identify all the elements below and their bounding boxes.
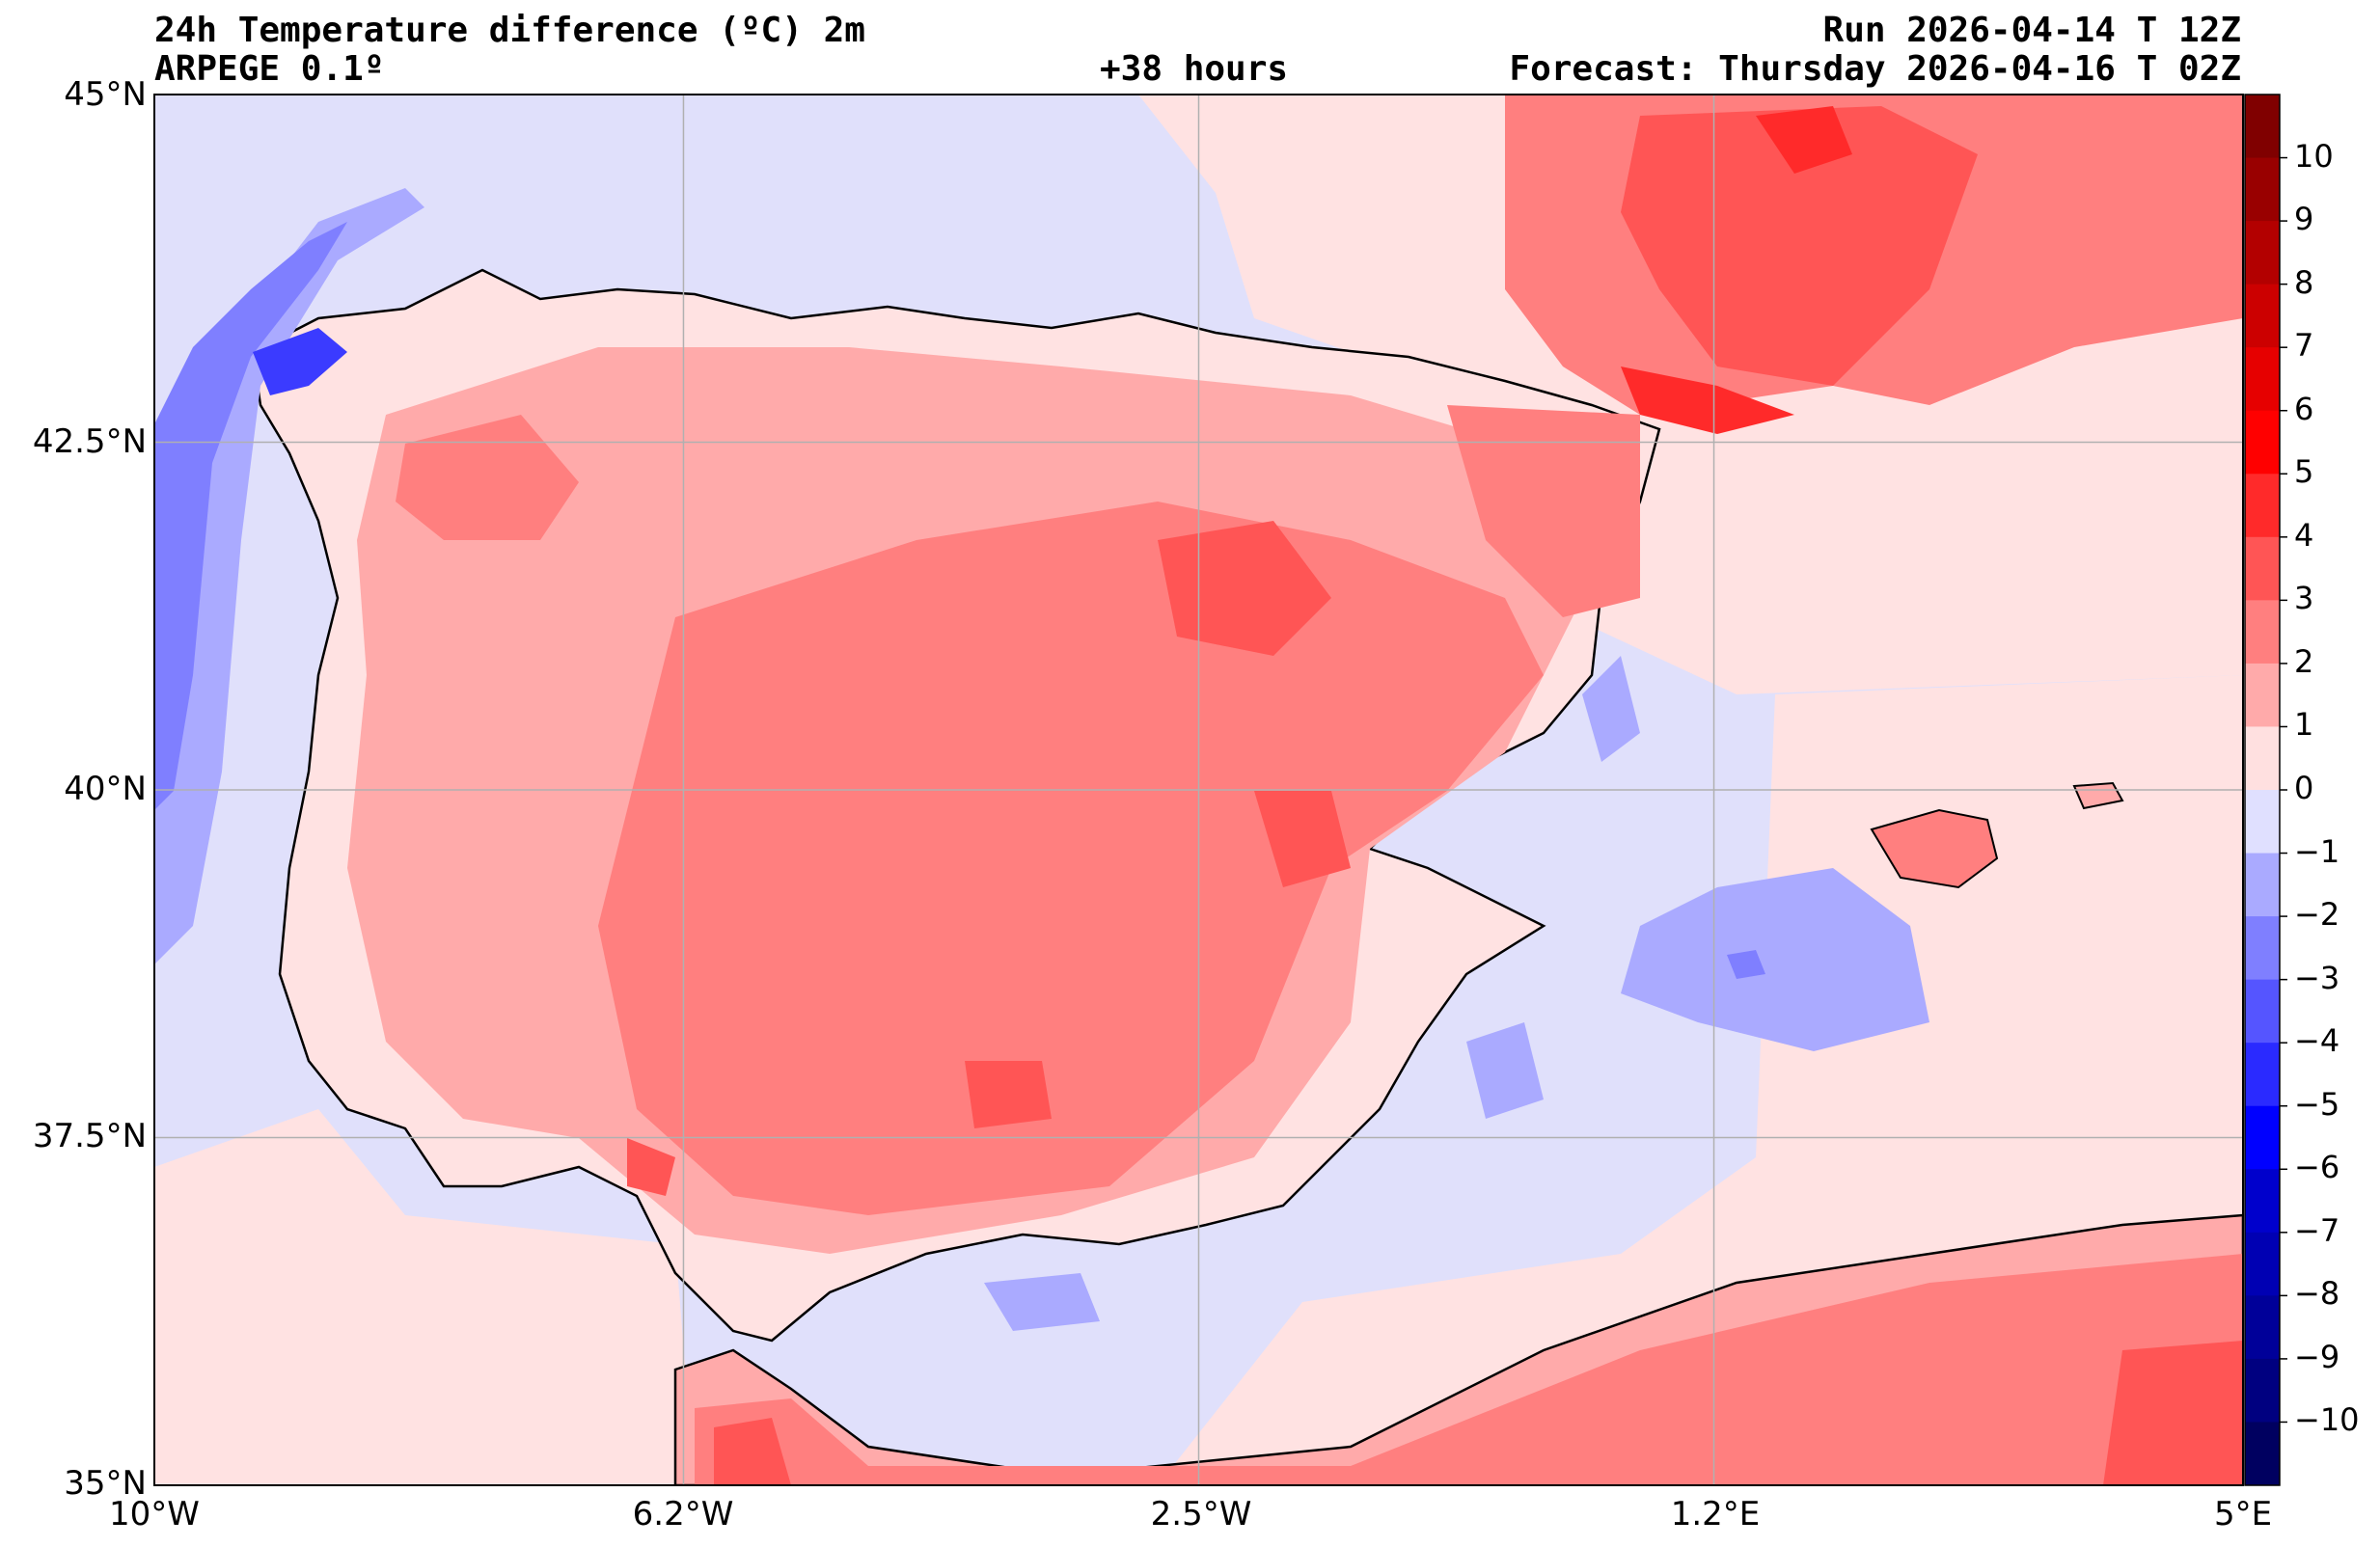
colorbar-label: −9: [2294, 1338, 2340, 1375]
lon-tick-2-5w: 2.5°W: [1150, 1495, 1252, 1533]
plot-frame: [153, 94, 2244, 1486]
colorbar-segment: [2245, 600, 2280, 665]
lat-tick-45: 45°N: [64, 75, 147, 114]
colorbar-segment: [2245, 1169, 2280, 1234]
colorbar-label: −5: [2294, 1085, 2340, 1123]
colorbar-segment: [2245, 410, 2280, 475]
lon-tick-1-2e: 1.2°E: [1670, 1495, 1761, 1533]
colorbar-label: 6: [2294, 390, 2314, 427]
colorbar-segment: [2245, 95, 2280, 159]
colorbar-segment: [2245, 157, 2280, 222]
colorbar: [2245, 95, 2287, 1486]
lon-tick-6-2w: 6.2°W: [632, 1495, 734, 1533]
colorbar-label: −6: [2294, 1149, 2340, 1186]
lat-tick-40: 40°N: [64, 770, 147, 808]
colorbar-segment: [2245, 979, 2280, 1044]
colorbar-segment: [2245, 663, 2280, 727]
colorbar-segment: [2245, 726, 2280, 791]
warm-anomaly-layer-2: [396, 405, 1640, 1215]
colorbar-segment: [2245, 790, 2280, 855]
cool-anomaly-layer-2: [154, 222, 1765, 979]
lat-tick-35: 35°N: [64, 1464, 147, 1503]
lon-tick-10w: 10°W: [109, 1495, 200, 1533]
mallorca: [1870, 808, 1999, 889]
lat-tick-37-5: 37.5°N: [32, 1117, 147, 1155]
colorbar-label: −10: [2294, 1401, 2360, 1439]
colorbar-label: −3: [2294, 959, 2340, 996]
colorbar-label: 5: [2294, 453, 2314, 491]
colorbar-label: 4: [2294, 516, 2314, 554]
chart-title: 24h Temperature difference (ºC) 2m: [154, 11, 865, 50]
colorbar-frame: [2244, 94, 2281, 1486]
colorbar-segment: [2245, 284, 2280, 348]
colorbar-segment: [2245, 1295, 2280, 1360]
model-label: ARPEGE 0.1º: [154, 49, 385, 89]
north-africa-warm: [695, 1254, 2243, 1485]
forecast-label: Forecast: Thursday 2026-04-16 T 02Z: [1509, 49, 2241, 89]
colorbar-label: 3: [2294, 580, 2314, 617]
colorbar-label: −7: [2294, 1211, 2340, 1249]
colorbar-label: 0: [2294, 770, 2314, 806]
colorbar-label: −4: [2294, 1022, 2340, 1060]
colorbar-segment: [2245, 1043, 2280, 1107]
colorbar-segment: [2245, 221, 2280, 285]
colorbar-segment: [2245, 1105, 2280, 1170]
colorbar-label: −2: [2294, 896, 2340, 934]
colorbar-label: 10: [2294, 137, 2334, 175]
colorbar-segment: [2245, 347, 2280, 412]
colorbar-segment: [2245, 474, 2280, 538]
colorbar-segment: [2245, 1422, 2280, 1486]
cool-anomaly-layer-3: [253, 328, 347, 395]
colorbar-label: 7: [2294, 327, 2314, 365]
colorbar-label: 1: [2294, 706, 2314, 744]
map-gridlines: [154, 95, 2243, 1485]
colorbar-label: −8: [2294, 1275, 2340, 1313]
colorbar-segment: [2245, 853, 2280, 917]
colorbar-segment: [2245, 916, 2280, 981]
colorbar-label: 2: [2294, 642, 2314, 680]
colorbar-segment: [2245, 1232, 2280, 1296]
temperature-field: [154, 95, 2243, 1485]
france-hot-spots: [1621, 106, 1852, 434]
lon-tick-5e: 5°E: [2213, 1495, 2273, 1533]
france-strong-warm: [1621, 106, 1978, 386]
run-label: Run 2026-04-14 T 12Z: [1822, 11, 2241, 50]
atlantic-south-warm: [154, 1109, 695, 1485]
colorbar-label: −1: [2294, 832, 2340, 870]
colorbar-segment: [2245, 536, 2280, 601]
colorbar-segment: [2245, 1358, 2280, 1423]
colorbar-label: 8: [2294, 263, 2314, 301]
lead-time-label: +38 hours: [1100, 49, 1289, 89]
colorbar-label: 9: [2294, 201, 2314, 238]
warm-anomaly-layer-3: [627, 521, 1351, 1196]
lat-tick-42-5: 42.5°N: [32, 422, 147, 461]
